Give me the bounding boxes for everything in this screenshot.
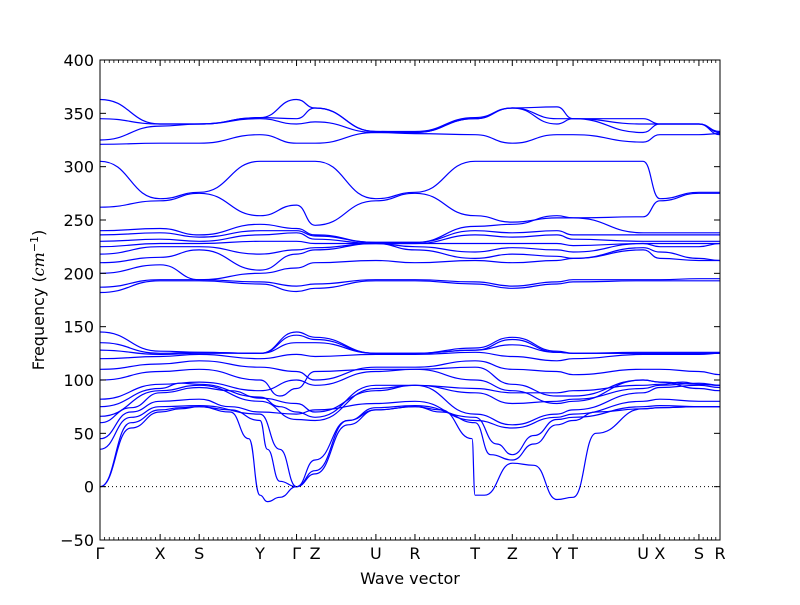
q-point-label: U: [637, 544, 649, 563]
band-line-1: [99, 406, 720, 488]
band-lines-group: [99, 98, 721, 503]
band-line-14: [99, 331, 720, 354]
q-point-label: T: [469, 544, 480, 563]
band-line-20: [99, 240, 721, 248]
q-point-label: R: [409, 544, 420, 563]
y-tick-label: 100: [63, 371, 94, 390]
y-tick-label: 300: [63, 158, 94, 177]
q-point-label: T: [567, 544, 578, 563]
q-point-label: S: [194, 544, 204, 563]
band-line-10: [99, 360, 721, 381]
band-line-6: [99, 382, 721, 422]
q-point-label: R: [714, 544, 725, 563]
band-line-18: [99, 242, 721, 271]
q-point-label: X: [155, 544, 166, 563]
q-point-label: S: [694, 544, 704, 563]
band-line-22: [99, 230, 720, 244]
y-tick-label: 50: [74, 424, 94, 443]
y-axis-title: Frequency (cm−1): [28, 230, 48, 371]
y-axis-title-prefix: Frequency (: [29, 276, 48, 370]
q-point-label: Γ: [292, 544, 301, 563]
band-line-4: [99, 398, 720, 440]
y-tick-label: 200: [63, 264, 94, 283]
band-line-13: [99, 334, 720, 354]
band-line-23: [99, 215, 720, 244]
band-line-5: [99, 384, 721, 426]
band-line-19: [99, 242, 721, 255]
band-line-16: [99, 278, 720, 288]
band-line-15: [99, 280, 720, 294]
band-line-26: [99, 131, 721, 145]
band-line-28: [99, 107, 721, 134]
band-line-17: [99, 249, 720, 281]
y-axis-ticks: −50 0 50 100 150 200 250 300 350 400: [60, 51, 720, 550]
q-point-label: X: [654, 544, 665, 563]
y-axis-title-suffix: ): [29, 230, 48, 236]
band-line-24: [99, 192, 721, 226]
x-axis-title: Wave vector: [360, 569, 460, 588]
band-line-21: [99, 232, 720, 245]
y-tick-label: −50: [60, 531, 94, 550]
y-tick-label: 400: [63, 51, 94, 70]
q-point-label: Y: [254, 544, 265, 563]
band-line-3: [99, 404, 720, 488]
y-axis-title-unit: cm: [29, 252, 48, 276]
band-line-11: [99, 351, 721, 362]
q-point-label: Z: [310, 544, 321, 563]
band-line-2: [99, 406, 720, 503]
band-line-29: [99, 98, 721, 133]
x-minor-ticks: [104, 60, 717, 540]
q-point-label: Γ: [96, 544, 105, 563]
y-tick-label: 250: [63, 211, 94, 230]
band-line-25: [99, 160, 720, 200]
y-tick-label: 150: [63, 318, 94, 337]
band-line-9: [99, 368, 721, 405]
y-axis-title-exponent: −1: [28, 236, 41, 252]
y-tick-label: 350: [63, 104, 94, 123]
band-line-7: [99, 381, 721, 418]
q-point-label: U: [370, 544, 382, 563]
q-point-label: Y: [551, 544, 562, 563]
q-point-label: Z: [507, 544, 518, 563]
y-tick-label: 0: [84, 478, 94, 497]
